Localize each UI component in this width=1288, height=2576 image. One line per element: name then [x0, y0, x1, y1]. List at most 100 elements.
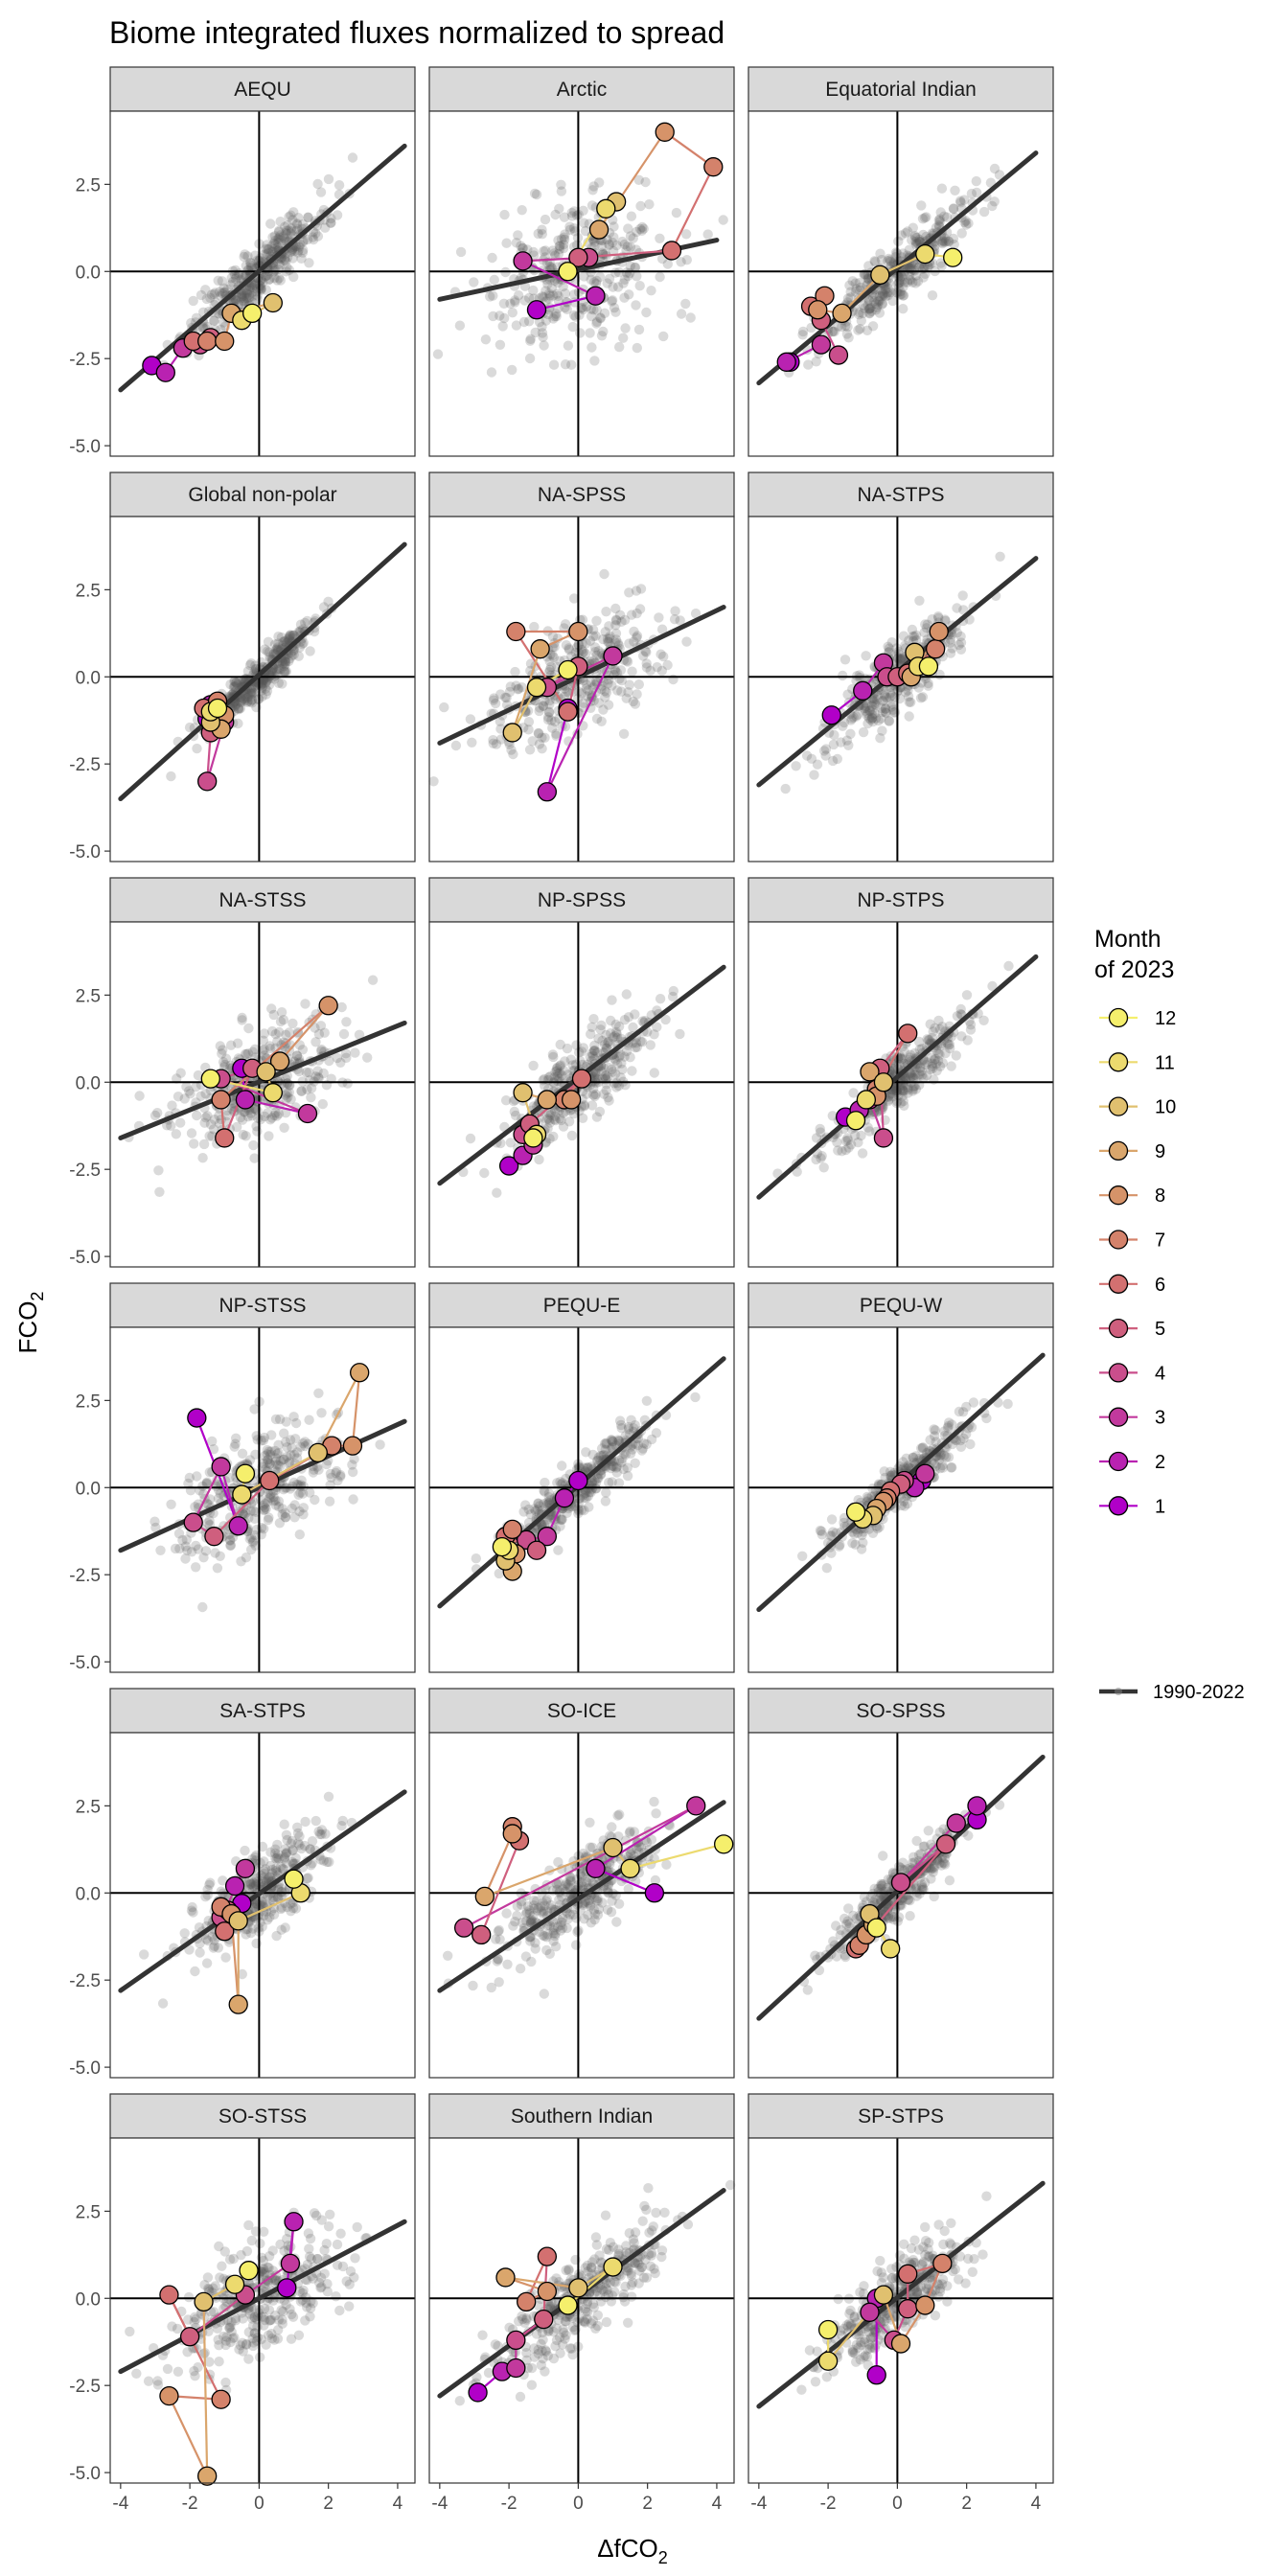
background-point — [670, 606, 680, 616]
month-point-7 — [925, 639, 946, 659]
background-point — [580, 649, 591, 659]
month-point-11 — [596, 198, 616, 218]
month-point-12 — [492, 1536, 513, 1557]
background-point — [315, 187, 327, 197]
background-point — [917, 214, 929, 224]
background-point — [629, 626, 639, 637]
background-point — [646, 1434, 657, 1445]
background-point — [904, 711, 914, 722]
background-point — [279, 1428, 289, 1438]
background-point — [649, 1029, 659, 1040]
background-point — [898, 631, 909, 641]
background-point — [899, 1100, 909, 1112]
background-point — [281, 1416, 291, 1427]
background-point — [287, 245, 297, 256]
background-point — [191, 1562, 201, 1573]
background-point — [342, 1078, 353, 1089]
background-point — [971, 175, 981, 187]
background-point — [280, 1507, 290, 1519]
panel-strip-label: SA-STPS — [219, 1700, 306, 1722]
background-point — [575, 328, 586, 338]
panel-pequ-w: PEQU-W — [748, 1282, 1054, 1673]
background-point — [248, 1139, 259, 1151]
background-point — [943, 1452, 954, 1462]
background-point — [489, 693, 499, 703]
background-point — [197, 1481, 208, 1492]
background-point — [675, 1028, 685, 1040]
background-point — [275, 217, 286, 227]
y-tick-label: 0.0 — [76, 263, 101, 283]
background-point — [589, 356, 600, 366]
background-point — [300, 999, 310, 1009]
month-point-7 — [211, 1090, 231, 1110]
background-point — [283, 225, 294, 236]
background-point — [681, 255, 692, 265]
background-point — [166, 770, 176, 782]
background-point — [806, 753, 817, 764]
background-point — [210, 1548, 220, 1558]
month-point-5 — [204, 1527, 224, 1547]
background-point — [324, 1496, 335, 1506]
background-point — [242, 264, 253, 276]
background-point — [243, 289, 255, 300]
background-point — [313, 1388, 324, 1399]
background-point — [908, 222, 918, 233]
background-point — [326, 218, 336, 228]
background-point — [175, 1117, 186, 1128]
background-point — [260, 644, 270, 655]
month-point-12 — [845, 1111, 866, 1131]
panel-np-spss: NP-SPSS — [428, 877, 735, 1268]
background-point — [586, 310, 597, 322]
background-point — [599, 568, 610, 580]
background-point — [955, 197, 966, 208]
background-point — [635, 584, 647, 594]
background-point — [225, 679, 236, 690]
background-point — [289, 245, 300, 257]
background-point — [631, 300, 641, 310]
month-point-12 — [523, 1128, 543, 1148]
background-point — [553, 1545, 564, 1555]
background-point — [632, 342, 642, 354]
month-point-6 — [215, 1128, 235, 1148]
background-point — [488, 310, 498, 322]
background-point — [584, 1502, 594, 1512]
background-point — [560, 619, 571, 630]
background-point — [598, 704, 609, 715]
month-point-8 — [808, 300, 828, 320]
background-point — [513, 290, 524, 301]
background-point — [236, 292, 247, 303]
background-point — [680, 298, 691, 310]
background-point — [853, 325, 863, 335]
background-point — [878, 695, 888, 705]
month-point-8 — [929, 621, 949, 642]
background-point — [186, 1128, 197, 1138]
background-point — [279, 1122, 289, 1134]
month-point-9 — [588, 219, 610, 240]
month-point-11 — [263, 1083, 283, 1103]
background-point — [308, 232, 318, 242]
background-point — [797, 1551, 808, 1562]
background-point — [236, 1556, 246, 1567]
background-point — [618, 728, 630, 739]
background-point — [247, 290, 259, 302]
background-point — [524, 353, 536, 364]
background-point — [658, 331, 669, 342]
background-point — [282, 1078, 292, 1089]
background-point — [335, 1470, 346, 1481]
background-point — [535, 702, 545, 713]
y-tick-label: 0.0 — [76, 668, 101, 688]
background-point — [295, 1487, 306, 1498]
background-point — [266, 1113, 277, 1123]
background-point — [201, 293, 212, 305]
month-point-2 — [776, 352, 796, 372]
background-point — [549, 248, 560, 259]
background-point — [341, 1017, 352, 1027]
background-point — [465, 714, 476, 724]
y-tick-label: 2.5 — [76, 1392, 101, 1412]
background-point — [553, 235, 564, 245]
background-point — [898, 304, 908, 314]
month-point-12 — [207, 698, 228, 719]
background-point — [946, 1061, 956, 1071]
y-tick-label: -2.5 — [69, 755, 101, 775]
